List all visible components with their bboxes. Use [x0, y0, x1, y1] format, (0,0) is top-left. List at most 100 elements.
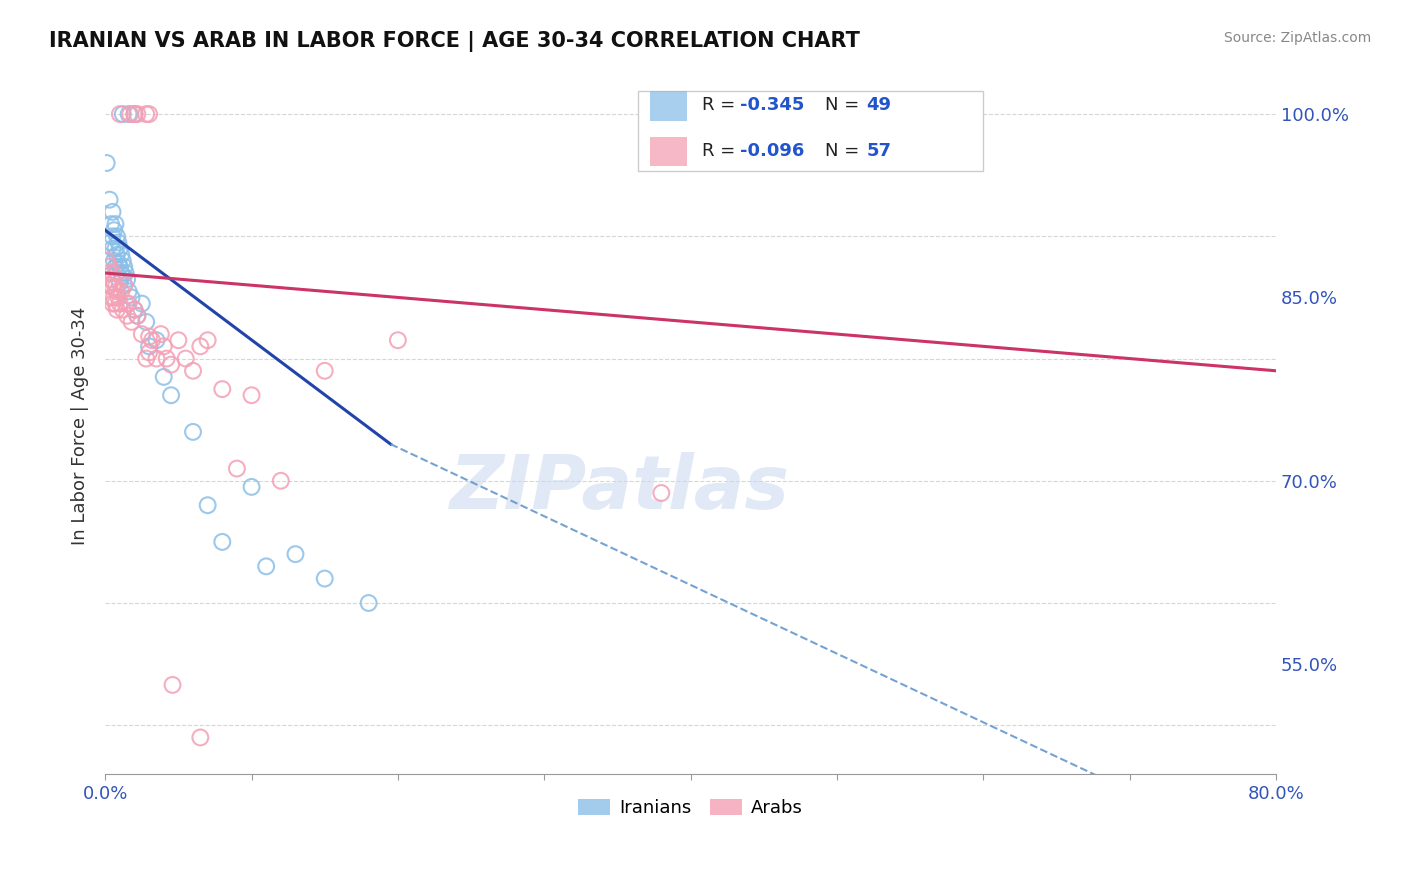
Point: [131, 296, 153, 310]
Point: [138, 107, 160, 121]
Point: [254, 559, 277, 574]
Point: [162, 678, 184, 692]
Point: [111, 268, 134, 283]
Point: [101, 242, 124, 256]
Text: 49: 49: [866, 96, 891, 114]
Point: [105, 302, 128, 317]
Point: [108, 276, 131, 290]
Point: [103, 290, 125, 304]
Point: [108, 296, 131, 310]
Point: [104, 280, 127, 294]
Text: N =: N =: [825, 142, 865, 160]
Point: [145, 351, 167, 366]
Point: [110, 266, 132, 280]
Point: [103, 276, 125, 290]
Point: [104, 217, 127, 231]
Point: [97, 266, 120, 280]
Point: [174, 351, 197, 366]
Point: [110, 285, 132, 299]
Point: [101, 266, 124, 280]
Point: [101, 205, 124, 219]
Point: [226, 461, 249, 475]
Point: [105, 248, 128, 262]
Point: [156, 351, 179, 366]
Point: [138, 329, 160, 343]
Point: [197, 498, 219, 512]
Point: [97, 278, 120, 293]
Text: IRANIAN VS ARAB IN LABOR FORCE | AGE 30-34 CORRELATION CHART: IRANIAN VS ARAB IN LABOR FORCE | AGE 30-…: [49, 31, 860, 53]
Point: [149, 327, 172, 342]
Point: [103, 253, 125, 268]
Point: [117, 107, 139, 121]
Point: [121, 290, 143, 304]
Point: [98, 193, 121, 207]
Text: N =: N =: [825, 96, 865, 114]
Point: [111, 302, 134, 317]
Point: [124, 302, 146, 317]
Point: [104, 260, 127, 274]
Point: [138, 339, 160, 353]
Point: [145, 333, 167, 347]
Point: [181, 364, 204, 378]
Point: [104, 242, 127, 256]
Point: [96, 156, 118, 170]
Point: [188, 339, 211, 353]
Point: [100, 217, 122, 231]
Point: [98, 260, 121, 274]
Point: [107, 256, 129, 270]
Point: [112, 278, 135, 293]
Point: [108, 260, 131, 274]
Point: [110, 248, 132, 262]
Point: [314, 572, 336, 586]
Point: [104, 296, 127, 310]
Point: [124, 107, 146, 121]
Point: [270, 474, 292, 488]
Point: [117, 285, 139, 299]
Point: [314, 364, 336, 378]
Point: [115, 272, 138, 286]
Point: [105, 266, 128, 280]
Point: [387, 333, 409, 347]
Point: [103, 223, 125, 237]
Point: [111, 253, 134, 268]
Point: [111, 107, 134, 121]
Point: [114, 266, 136, 280]
FancyBboxPatch shape: [650, 91, 688, 120]
Text: -0.096: -0.096: [740, 142, 804, 160]
Point: [124, 107, 146, 121]
Point: [127, 107, 149, 121]
Legend: Iranians, Arabs: Iranians, Arabs: [571, 791, 810, 824]
Point: [284, 547, 307, 561]
Point: [101, 280, 124, 294]
Point: [98, 278, 121, 293]
Text: R =: R =: [702, 142, 741, 160]
Text: ZIPatlas: ZIPatlas: [450, 452, 790, 525]
Point: [197, 333, 219, 347]
Point: [105, 285, 128, 299]
Point: [96, 253, 118, 268]
Point: [135, 315, 157, 329]
Point: [107, 290, 129, 304]
Point: [160, 388, 183, 402]
FancyBboxPatch shape: [638, 91, 983, 171]
Point: [188, 731, 211, 745]
Point: [112, 278, 135, 293]
Point: [127, 309, 149, 323]
Point: [105, 229, 128, 244]
Point: [135, 107, 157, 121]
Text: 57: 57: [866, 142, 891, 160]
Point: [107, 235, 129, 250]
Point: [152, 339, 174, 353]
Y-axis label: In Labor Force | Age 30-34: In Labor Force | Age 30-34: [72, 307, 89, 545]
Text: Source: ZipAtlas.com: Source: ZipAtlas.com: [1223, 31, 1371, 45]
Point: [181, 425, 204, 439]
Point: [108, 107, 131, 121]
Point: [120, 107, 142, 121]
Point: [240, 480, 263, 494]
FancyBboxPatch shape: [650, 136, 688, 166]
Point: [650, 486, 672, 500]
Point: [115, 309, 138, 323]
Point: [211, 382, 233, 396]
Point: [101, 296, 124, 310]
Point: [124, 302, 146, 317]
